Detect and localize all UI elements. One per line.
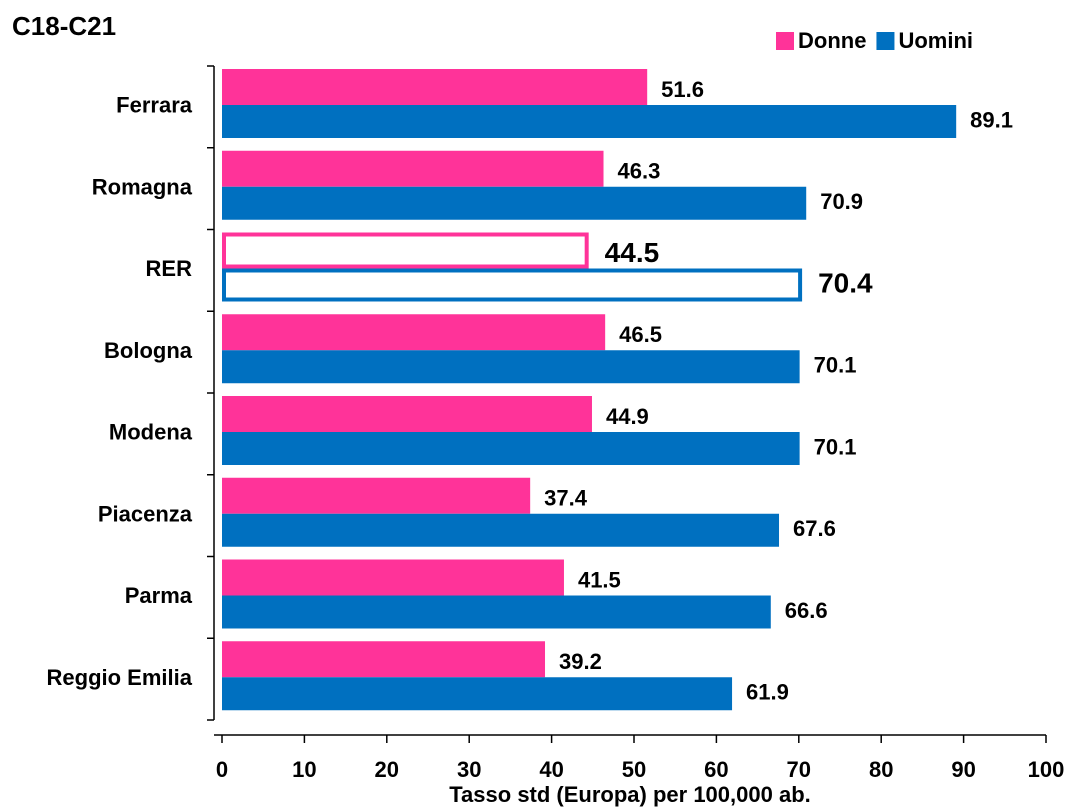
x-tick-label: 100	[1028, 757, 1065, 782]
data-label: 67.6	[793, 516, 836, 541]
bar	[222, 513, 780, 547]
x-tick-label: 70	[787, 757, 811, 782]
data-label: 39.2	[559, 649, 602, 674]
bar	[222, 595, 771, 629]
data-label: 37.4	[544, 486, 588, 511]
data-label: 70.1	[814, 434, 857, 459]
data-label: 89.1	[970, 107, 1013, 132]
data-label: 44.9	[606, 404, 649, 429]
x-tick-label: 20	[375, 757, 399, 782]
data-label: 51.6	[661, 77, 704, 102]
y-tick-label: Parma	[125, 583, 193, 608]
data-label: 44.5	[605, 237, 660, 268]
y-tick-label: Reggio Emilia	[47, 665, 193, 690]
bar	[222, 350, 800, 384]
bar	[222, 314, 606, 351]
chart-title: C18-C21	[12, 11, 116, 41]
y-tick-label: Romagna	[92, 174, 193, 199]
data-label: 70.4	[818, 267, 873, 298]
data-label: 41.5	[578, 567, 621, 592]
x-tick-label: 50	[622, 757, 646, 782]
x-tick-label: 40	[539, 757, 563, 782]
legend-swatch	[776, 32, 794, 50]
data-label: 70.1	[814, 353, 857, 378]
x-tick-label: 60	[704, 757, 728, 782]
y-tick-label: RER	[146, 256, 193, 281]
bar	[222, 268, 803, 302]
bar	[222, 432, 800, 465]
legend-label: Uomini	[898, 28, 973, 53]
x-tick-label: 10	[292, 757, 316, 782]
data-label: 46.3	[618, 159, 661, 184]
x-tick-label: 80	[869, 757, 893, 782]
legend-label: Donne	[798, 28, 866, 53]
x-tick-label: 30	[457, 757, 481, 782]
bar	[222, 186, 807, 220]
x-axis-label: Tasso std (Europa) per 100,000 ab.	[449, 782, 811, 807]
y-tick-label: Modena	[109, 420, 193, 445]
bar	[222, 477, 531, 514]
y-tick-label: Bologna	[104, 338, 193, 363]
data-label: 66.6	[785, 598, 828, 623]
legend-swatch	[876, 32, 895, 50]
x-tick-label: 0	[216, 757, 228, 782]
data-label: 70.9	[820, 189, 863, 214]
bar	[222, 559, 564, 596]
x-tick-label: 90	[951, 757, 975, 782]
bar	[222, 105, 957, 138]
bar	[222, 232, 589, 269]
y-tick-label: Ferrara	[116, 93, 193, 118]
data-label: 61.9	[746, 680, 789, 705]
bar	[222, 69, 648, 105]
bar	[222, 150, 604, 187]
y-tick-label: Piacenza	[98, 501, 193, 526]
bar	[222, 396, 592, 432]
bar	[222, 641, 546, 678]
bar	[222, 677, 733, 711]
data-label: 46.5	[619, 322, 662, 347]
